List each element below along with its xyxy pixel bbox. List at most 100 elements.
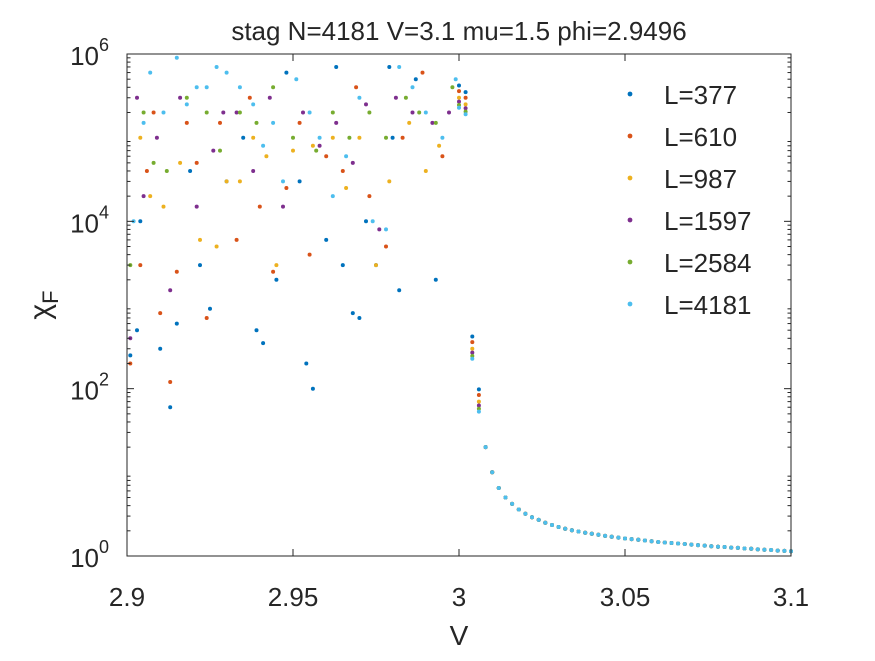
data-point (251, 102, 256, 107)
data-point (307, 110, 312, 115)
data-point (264, 154, 269, 159)
data-point (218, 120, 222, 125)
data-point (457, 95, 461, 100)
data-point (503, 495, 508, 500)
data-point (141, 120, 146, 125)
data-point (168, 288, 173, 293)
data-point (198, 237, 202, 242)
data-point (274, 277, 279, 282)
data-point (496, 486, 501, 490)
data-point (447, 110, 451, 115)
data-point (393, 95, 398, 100)
y-tick-exponent: 0 (99, 537, 109, 557)
data-point (271, 120, 276, 125)
data-point (284, 186, 289, 190)
data-point (463, 112, 468, 117)
data-point (769, 548, 774, 552)
data-point (247, 95, 252, 100)
data-point (237, 179, 242, 184)
data-point (144, 169, 149, 173)
data-point (291, 135, 295, 140)
data-point (340, 169, 345, 173)
legend-item: L=1597 (627, 206, 751, 236)
data-point (397, 65, 402, 69)
legend-marker (627, 133, 633, 139)
data-point (234, 110, 239, 115)
data-point (330, 135, 335, 140)
data-point (174, 55, 179, 60)
y-tick-exponent: 4 (99, 202, 109, 222)
data-point (463, 95, 468, 100)
legend-label: L=4181 (664, 290, 751, 320)
legend-label: L=2584 (664, 248, 751, 278)
data-point (530, 515, 534, 520)
data-point (629, 537, 634, 542)
data-point (237, 110, 242, 115)
data-point (450, 85, 455, 90)
data-point (310, 386, 315, 391)
data-point (370, 219, 375, 224)
data-point (151, 110, 156, 115)
data-point (430, 120, 435, 125)
data-point (536, 517, 541, 522)
data-point (669, 541, 674, 545)
data-point (440, 135, 445, 140)
data-point (350, 160, 355, 165)
data-point (596, 532, 601, 537)
data-point (334, 65, 339, 69)
data-point (324, 237, 329, 242)
data-point (775, 548, 780, 553)
data-point (433, 277, 438, 282)
data-point (510, 501, 515, 506)
data-point (476, 406, 481, 411)
data-point (470, 350, 475, 355)
scatter-points (128, 55, 793, 554)
data-point (241, 135, 246, 140)
x-tick-label: 3.05 (600, 582, 651, 612)
data-point (702, 543, 707, 548)
data-point (304, 361, 309, 366)
legend-item: L=610 (627, 122, 737, 152)
data-point (204, 316, 209, 320)
data-point (470, 346, 475, 351)
data-point (589, 531, 594, 536)
data-point (174, 321, 179, 326)
data-point (656, 540, 661, 544)
x-tick-label: 2.95 (268, 582, 319, 612)
data-point (291, 148, 295, 153)
data-point (367, 194, 372, 199)
data-point (141, 194, 146, 199)
data-point (676, 541, 681, 546)
data-point (453, 77, 458, 82)
data-point (609, 534, 614, 539)
data-point (423, 110, 428, 115)
data-point (364, 102, 368, 107)
y-axis-label-main: χ (24, 304, 57, 320)
data-point (138, 135, 143, 140)
data-point (410, 85, 415, 90)
data-point (384, 244, 388, 249)
data-point (148, 70, 153, 75)
data-point (221, 110, 226, 115)
data-point (463, 102, 468, 107)
data-point (164, 169, 169, 173)
data-point (211, 148, 216, 153)
legend-label: L=377 (664, 80, 737, 110)
data-point (457, 83, 461, 88)
data-point (623, 536, 627, 541)
data-point (158, 346, 163, 351)
data-point (470, 340, 475, 345)
y-tick-label: 102 (70, 370, 109, 406)
data-point (334, 120, 339, 125)
data-point (344, 186, 349, 190)
data-point (563, 526, 568, 531)
data-point (357, 95, 362, 100)
data-point (722, 545, 727, 549)
data-point (218, 148, 222, 153)
data-point (407, 120, 412, 125)
data-point (330, 194, 335, 199)
data-point (284, 70, 289, 75)
data-point (208, 306, 212, 311)
data-point (184, 102, 189, 107)
data-point (476, 387, 481, 392)
